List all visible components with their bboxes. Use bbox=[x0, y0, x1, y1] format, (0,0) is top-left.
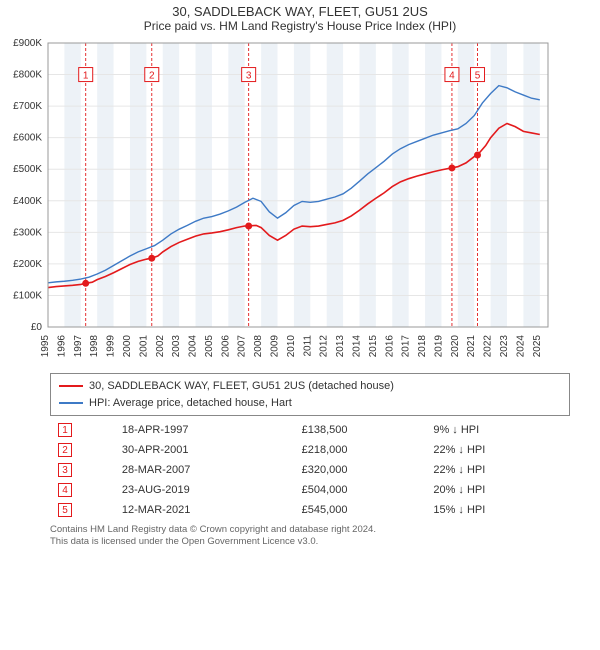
svg-text:£300K: £300K bbox=[13, 227, 42, 238]
sale-price: £138,500 bbox=[294, 420, 426, 440]
sale-price: £320,000 bbox=[294, 460, 426, 480]
legend-label: HPI: Average price, detached house, Hart bbox=[89, 395, 292, 412]
svg-text:£600K: £600K bbox=[13, 133, 42, 144]
sale-hpi-diff: 15% ↓ HPI bbox=[425, 500, 570, 520]
svg-text:£0: £0 bbox=[31, 322, 43, 333]
svg-text:£200K: £200K bbox=[13, 259, 42, 270]
sale-date: 23-AUG-2019 bbox=[114, 480, 294, 500]
svg-text:2: 2 bbox=[149, 71, 155, 82]
svg-text:£700K: £700K bbox=[13, 101, 42, 112]
svg-text:2018: 2018 bbox=[417, 335, 428, 358]
svg-text:2005: 2005 bbox=[204, 335, 215, 358]
sale-hpi-diff: 20% ↓ HPI bbox=[425, 480, 570, 500]
svg-text:2019: 2019 bbox=[433, 335, 444, 358]
sale-hpi-diff: 9% ↓ HPI bbox=[425, 420, 570, 440]
sales-table: 1 18-APR-1997£138,5009% ↓ HPI 2 30-APR-2001… bbox=[50, 420, 570, 520]
svg-text:2012: 2012 bbox=[319, 335, 330, 358]
sale-hpi-diff: 22% ↓ HPI bbox=[425, 440, 570, 460]
svg-text:£500K: £500K bbox=[13, 164, 42, 175]
sale-marker-icon: 5 bbox=[58, 503, 72, 517]
svg-text:2002: 2002 bbox=[155, 335, 166, 358]
svg-text:2022: 2022 bbox=[483, 335, 494, 358]
svg-text:2004: 2004 bbox=[188, 335, 199, 358]
sale-marker-icon: 3 bbox=[58, 463, 72, 477]
svg-text:2009: 2009 bbox=[270, 335, 281, 358]
footer-line-1: Contains HM Land Registry data © Crown c… bbox=[50, 524, 570, 536]
footer-line-2: This data is licensed under the Open Gov… bbox=[50, 536, 570, 548]
svg-text:2021: 2021 bbox=[466, 335, 477, 358]
svg-text:1999: 1999 bbox=[106, 335, 117, 358]
sale-price: £545,000 bbox=[294, 500, 426, 520]
svg-text:2024: 2024 bbox=[515, 335, 526, 358]
legend: 30, SADDLEBACK WAY, FLEET, GU51 2US (det… bbox=[50, 373, 570, 416]
sale-marker-icon: 4 bbox=[58, 483, 72, 497]
svg-text:2007: 2007 bbox=[237, 335, 248, 358]
svg-text:£100K: £100K bbox=[13, 290, 42, 301]
legend-label: 30, SADDLEBACK WAY, FLEET, GU51 2US (det… bbox=[89, 378, 394, 395]
legend-item: HPI: Average price, detached house, Hart bbox=[59, 395, 561, 412]
svg-text:2015: 2015 bbox=[368, 335, 379, 358]
chart-area: £0 £100K £200K £300K £400K £500K £600K £700K £80… bbox=[0, 37, 600, 367]
line-chart: £0 £100K £200K £300K £400K £500K £600K £700K £80… bbox=[0, 37, 560, 367]
legend-item: 30, SADDLEBACK WAY, FLEET, GU51 2US (det… bbox=[59, 378, 561, 395]
svg-text:1995: 1995 bbox=[40, 335, 51, 358]
sale-date: 28-MAR-2007 bbox=[114, 460, 294, 480]
svg-text:£800K: £800K bbox=[13, 70, 42, 81]
svg-text:2003: 2003 bbox=[171, 335, 182, 358]
svg-text:3: 3 bbox=[246, 71, 252, 82]
svg-text:1: 1 bbox=[83, 71, 89, 82]
table-row: 4 23-AUG-2019£504,00020% ↓ HPI bbox=[50, 480, 570, 500]
svg-text:2000: 2000 bbox=[122, 335, 133, 358]
sale-marker-icon: 2 bbox=[58, 443, 72, 457]
svg-text:2014: 2014 bbox=[351, 335, 362, 358]
sale-marker-icon: 1 bbox=[58, 423, 72, 437]
svg-text:£400K: £400K bbox=[13, 196, 42, 207]
svg-text:4: 4 bbox=[449, 71, 455, 82]
svg-text:2001: 2001 bbox=[138, 335, 149, 358]
sale-date: 12-MAR-2021 bbox=[114, 500, 294, 520]
sale-price: £218,000 bbox=[294, 440, 426, 460]
svg-text:2010: 2010 bbox=[286, 335, 297, 358]
svg-text:2006: 2006 bbox=[220, 335, 231, 358]
svg-text:1996: 1996 bbox=[56, 335, 67, 358]
footer-attribution: Contains HM Land Registry data © Crown c… bbox=[50, 524, 570, 549]
page-title: 30, SADDLEBACK WAY, FLEET, GU51 2US bbox=[0, 0, 600, 19]
svg-text:2023: 2023 bbox=[499, 335, 510, 358]
legend-swatch bbox=[59, 385, 83, 387]
page-subtitle: Price paid vs. HM Land Registry's House … bbox=[0, 19, 600, 37]
svg-text:£900K: £900K bbox=[13, 38, 42, 49]
legend-swatch bbox=[59, 402, 83, 404]
table-row: 1 18-APR-1997£138,5009% ↓ HPI bbox=[50, 420, 570, 440]
table-row: 5 12-MAR-2021£545,00015% ↓ HPI bbox=[50, 500, 570, 520]
sale-date: 30-APR-2001 bbox=[114, 440, 294, 460]
sale-hpi-diff: 22% ↓ HPI bbox=[425, 460, 570, 480]
svg-text:2016: 2016 bbox=[384, 335, 395, 358]
svg-text:5: 5 bbox=[475, 71, 481, 82]
svg-text:2008: 2008 bbox=[253, 335, 264, 358]
table-row: 2 30-APR-2001£218,00022% ↓ HPI bbox=[50, 440, 570, 460]
sale-date: 18-APR-1997 bbox=[114, 420, 294, 440]
svg-text:2025: 2025 bbox=[532, 335, 543, 358]
table-row: 3 28-MAR-2007£320,00022% ↓ HPI bbox=[50, 460, 570, 480]
svg-text:2017: 2017 bbox=[401, 335, 412, 358]
svg-text:2020: 2020 bbox=[450, 335, 461, 358]
svg-text:1998: 1998 bbox=[89, 335, 100, 358]
sale-price: £504,000 bbox=[294, 480, 426, 500]
svg-text:2011: 2011 bbox=[302, 335, 313, 357]
svg-text:1997: 1997 bbox=[73, 335, 84, 358]
svg-text:2013: 2013 bbox=[335, 335, 346, 358]
